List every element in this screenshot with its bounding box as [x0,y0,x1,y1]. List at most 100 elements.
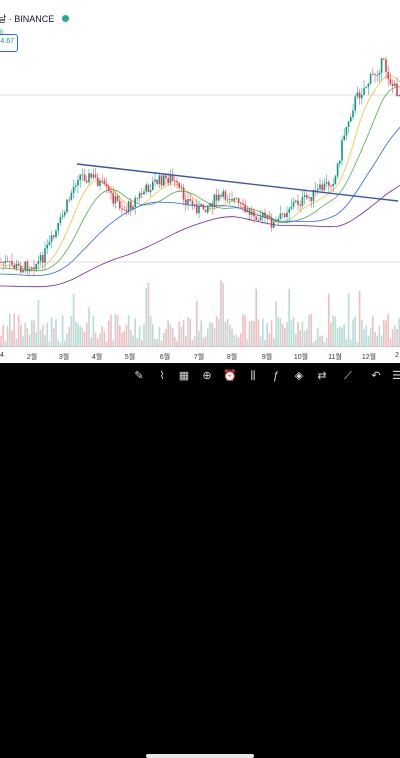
candle-body [218,194,220,201]
candle-body [46,244,48,249]
candle-body [35,263,37,270]
candle-body [224,191,227,200]
time-axis[interactable]: 4 2월 3월 4월 5월 6월 7월 8월 9월 10월 11월 12월 2 [0,347,400,363]
candle-body [0,262,2,263]
candle-body [270,217,273,228]
symbol-label[interactable]: 날 · BINANCE [0,13,55,24]
candle-body [222,191,224,197]
candle-body [288,208,290,213]
candle-body [37,261,40,264]
indicators-icon[interactable]: ƒ [272,370,280,382]
volume-bar [248,321,251,347]
candle-body [341,140,343,161]
volume-bar [211,323,213,347]
candle-body [383,58,385,60]
volume-bar [101,326,103,347]
volume-bar [367,335,370,347]
candle-body [277,219,279,221]
volume-bar [116,315,119,347]
volume-bar [24,322,26,347]
volume-bar [0,335,2,347]
grid-icon[interactable]: ▦ [178,370,190,382]
candle-body [374,74,376,76]
pencil-icon[interactable]: ✎ [134,370,144,382]
alarm-icon[interactable]: ⏰ [223,370,237,382]
bottom-toolbar: ✎ ⌇ ▦ ⊕ ⏰ ⫼ ƒ ◈ ⇄ ⟋ ↶ ☰ [0,363,400,758]
volume-bar [130,329,132,347]
indicator-value: 4.67 [0,38,14,45]
candle-body [28,269,31,272]
volume-bar [394,325,396,347]
volume-bar [231,328,233,347]
candle-body [244,204,246,213]
candle-body [169,175,172,184]
volume-bar [363,329,365,347]
candle-body [182,187,185,200]
volume-bar [235,334,238,347]
volume-bar [92,315,95,347]
candle-body [132,206,134,210]
x-label: 2월 [26,354,38,361]
volume-bar [138,325,141,347]
candle-body [130,201,132,210]
volume-bar [330,322,332,347]
candle-body [248,209,251,215]
trendline[interactable] [76,163,399,202]
layers-icon[interactable]: ◈ [294,370,304,382]
candle-body [83,174,86,181]
candle-body [105,183,108,187]
menu-icon[interactable]: ☰ [392,370,400,382]
candle-body [152,181,154,190]
volume-bar [347,293,350,347]
candle-body [97,177,99,186]
candle-body [365,86,367,89]
brush-icon[interactable]: ⌇ [159,370,165,382]
price-chart[interactable] [0,0,400,347]
volume-bar [99,333,101,347]
candle-body [226,199,229,201]
candle-body [165,175,167,179]
volume-bar [125,324,128,347]
compare-icon[interactable]: ⇄ [317,370,327,382]
home-indicator [146,754,254,758]
undo-icon[interactable]: ↶ [371,370,381,382]
volume-bar [218,319,220,347]
candles-icon[interactable]: ⫼ [250,370,256,382]
volume-bar [55,319,57,347]
candle-body [385,59,387,73]
candle-body [86,180,88,183]
candle-body [114,196,117,204]
indicator-badge[interactable]: 4.67 [0,34,18,52]
volume-bar [86,322,88,347]
candle-body [158,175,161,184]
candle-body [6,261,9,262]
volume-bar [352,319,354,347]
volume-bar [303,330,306,347]
plus-circle-icon[interactable]: ⊕ [202,370,212,382]
volume-bar [378,325,381,347]
volume-bar [358,290,361,347]
volume-bar [53,328,55,347]
candle-body [255,216,257,220]
volume-bar [97,338,99,347]
candle-body [356,92,359,97]
volume-bar [72,294,75,347]
volume-bar [308,314,310,347]
candle-body [299,204,301,206]
candle-body [123,209,125,211]
volume-bar [391,329,394,347]
candle-body [264,212,266,218]
candle-body [369,74,372,84]
volume-bar [350,339,352,347]
volume-bar [198,331,200,347]
volume-bar [136,338,139,347]
candle-body [26,261,29,272]
strategy-icon[interactable]: ⟋ [344,370,352,382]
candle-body [345,127,348,136]
volume-bar [310,313,312,347]
volume-bar [20,324,22,347]
candle-body [343,135,345,141]
volume-bar [187,316,189,347]
volume-bar [61,315,64,347]
symbol-header[interactable]: 날 · BINANCE [0,10,70,26]
